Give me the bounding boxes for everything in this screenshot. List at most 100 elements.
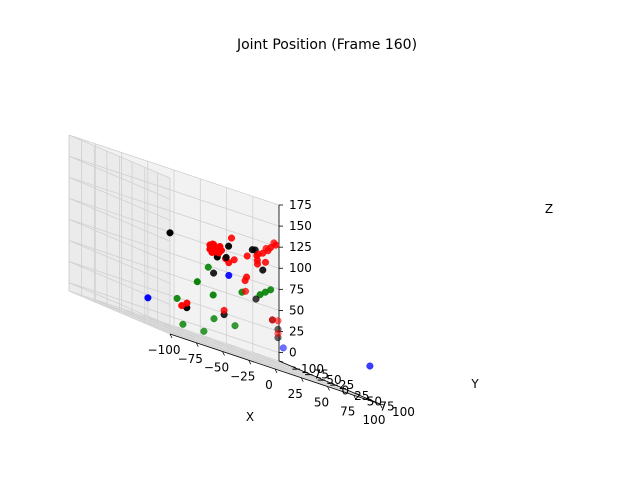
y-tick-label: −75 — [304, 367, 329, 381]
data-point-red — [210, 240, 218, 248]
data-point-blue — [366, 362, 374, 370]
x-axis-label: X — [246, 410, 254, 424]
data-point-red — [274, 317, 282, 325]
y-tick-label: 25 — [354, 389, 369, 403]
z-tick-label: 25 — [289, 324, 304, 338]
data-point-black — [210, 269, 218, 277]
y-grid-line — [81, 140, 292, 367]
y-grid-line — [68, 135, 280, 362]
z-tick-label: 50 — [289, 303, 304, 317]
data-point-red — [262, 244, 270, 253]
data-point-green — [204, 263, 212, 271]
y-tick-mark — [304, 371, 309, 374]
x-tick-label: 50 — [314, 396, 329, 410]
y-tick-mark — [379, 403, 385, 406]
data-point-black — [222, 253, 230, 261]
x-tick-label: 0 — [265, 378, 273, 392]
z-grid-line — [68, 282, 280, 353]
z-grid-line — [68, 155, 280, 227]
data-point-red — [227, 234, 236, 242]
x-tick-label: 75 — [340, 404, 355, 418]
data-point-black — [252, 295, 260, 303]
z-grid-line — [68, 134, 280, 206]
data-point-red — [243, 252, 251, 260]
data-point-green — [209, 291, 217, 299]
z-grid-line — [68, 240, 280, 311]
z-tick-label: 75 — [289, 282, 304, 296]
y-tick-label: 75 — [379, 400, 394, 414]
z-tick-label: 150 — [289, 219, 312, 233]
data-point-red — [241, 277, 249, 285]
y-tick-mark — [354, 392, 359, 395]
data-point-black — [225, 242, 233, 250]
y-grid-line — [93, 145, 305, 373]
x-tick-mark — [353, 395, 357, 400]
data-point-red — [241, 287, 250, 295]
z-tick-label: 175 — [289, 198, 312, 212]
chart-title: Joint Position (Frame 160) — [236, 37, 417, 53]
data-point-red — [183, 299, 191, 307]
data-point-black — [259, 266, 267, 274]
data-point-black — [166, 229, 174, 237]
y-tick-label: 0 — [342, 384, 350, 398]
data-point-green — [231, 322, 239, 330]
data-point-green — [173, 294, 181, 302]
y-grid-line — [156, 172, 368, 399]
data-point-red — [270, 239, 278, 247]
z-tick-label: 0 — [289, 346, 297, 360]
y-tick-mark — [329, 382, 334, 384]
x-tick-mark — [195, 342, 199, 347]
data-point-red — [254, 250, 262, 258]
y-tick-mark — [342, 387, 347, 390]
x-tick-mark — [274, 368, 278, 374]
data-point-green — [267, 286, 275, 294]
data-point-red — [220, 306, 228, 314]
x-tick-label: −50 — [204, 361, 229, 375]
y-grid-line — [144, 167, 355, 394]
z-axis-label: Z — [545, 202, 553, 216]
data-point-green — [210, 315, 218, 323]
x-tick-label: 100 — [363, 413, 386, 427]
data-point-red — [274, 329, 282, 338]
x-tick-mark — [248, 360, 252, 365]
z-tick-label: 100 — [289, 261, 312, 275]
z-tick-label: 125 — [289, 240, 312, 254]
y-tick-label: −100 — [291, 362, 324, 376]
data-point-red — [253, 260, 262, 268]
x-tick-label: −100 — [148, 343, 181, 357]
z-grid-line — [68, 176, 280, 248]
data-point-green — [179, 320, 187, 328]
data-point-red — [230, 256, 238, 264]
y-grid-line — [131, 161, 343, 389]
y-tick-label: −50 — [316, 373, 341, 387]
data-point-green — [193, 278, 201, 286]
y-tick-mark — [316, 376, 321, 379]
data-points — [144, 229, 374, 370]
data-point-blue — [279, 344, 287, 352]
x-tick-mark — [379, 403, 383, 409]
x-tick-mark — [169, 333, 173, 339]
x-tick-label: −75 — [178, 352, 203, 366]
y-tick-label: −25 — [329, 378, 354, 392]
y-grid-line — [106, 151, 318, 378]
data-point-blue — [144, 294, 152, 302]
x-tick-mark — [222, 351, 225, 356]
x-tick-label: 25 — [288, 387, 303, 401]
z-grid-line — [68, 261, 280, 332]
y-tick-mark — [367, 398, 372, 401]
x-tick-mark — [300, 377, 304, 382]
y-axis-label: Y — [470, 377, 479, 391]
data-point-green — [200, 327, 208, 335]
y-tick-label: 50 — [367, 394, 382, 408]
data-point-red — [217, 246, 226, 254]
y-tick-label: 100 — [392, 405, 415, 419]
y-grid-line — [119, 156, 330, 383]
y-tick-mark — [291, 365, 296, 368]
x-tick-mark — [327, 386, 330, 391]
data-point-blue — [225, 271, 233, 279]
y-tick-mark — [278, 360, 284, 363]
x-tick-label: −25 — [230, 369, 255, 383]
